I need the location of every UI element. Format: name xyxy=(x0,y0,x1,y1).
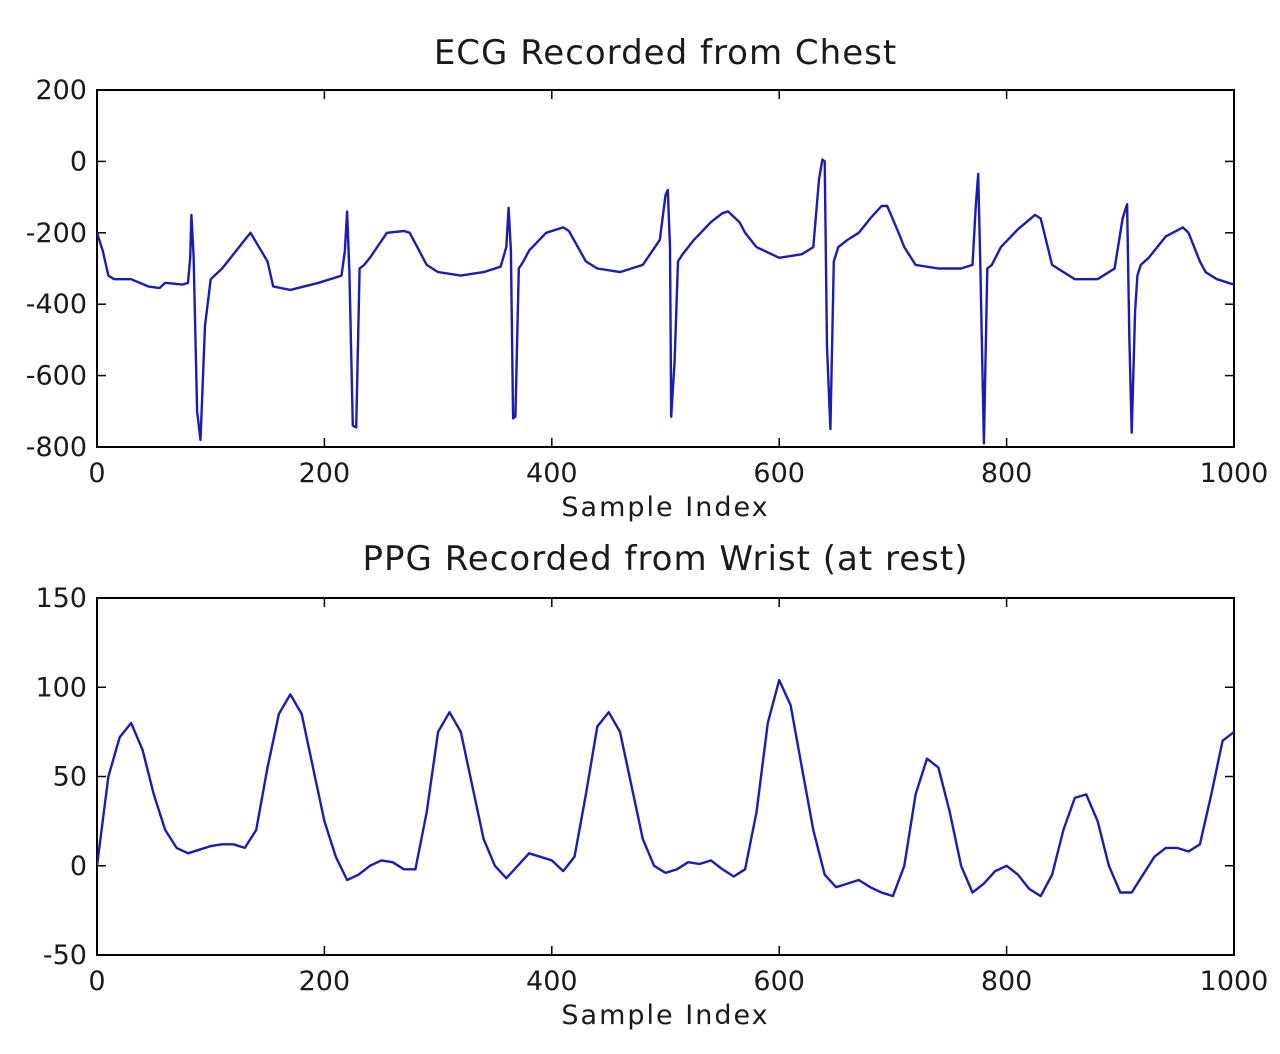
x-tick-label: 800 xyxy=(981,966,1033,997)
plot-area xyxy=(96,597,1235,956)
y-tick-label: -400 xyxy=(26,289,87,320)
x-tick-label: 600 xyxy=(753,458,805,489)
x-tick-label: 200 xyxy=(299,458,351,489)
y-tick-label: -200 xyxy=(26,218,87,249)
x-tick-label: 400 xyxy=(526,458,578,489)
y-tick-label: 200 xyxy=(35,75,87,106)
y-tick-label: -800 xyxy=(26,432,87,463)
x-axis-label: Sample Index xyxy=(561,492,769,523)
series-line xyxy=(97,158,1234,445)
plot-area xyxy=(96,89,1235,448)
y-tick-label: -600 xyxy=(26,361,87,392)
x-tick-label: 200 xyxy=(299,966,351,997)
chart-title: ECG Recorded from Chest xyxy=(434,33,897,73)
y-tick-label: 0 xyxy=(70,146,87,177)
y-tick-label: -50 xyxy=(43,940,87,971)
x-tick-label: 1000 xyxy=(1200,458,1269,489)
chart-1: ECG Recorded from Chest 0 200 400 600 800 1000… xyxy=(26,33,1269,523)
x-tick-label: 600 xyxy=(753,966,805,997)
x-axis-label: Sample Index xyxy=(561,1000,769,1031)
y-tick-label: 50 xyxy=(53,762,87,793)
chart-2: PPG Recorded from Wrist (at rest) 0 200 400… xyxy=(35,539,1268,1031)
y-tick-label: 0 xyxy=(70,851,87,882)
x-tick-label: 0 xyxy=(88,458,105,489)
y-tick-label: 150 xyxy=(35,583,87,614)
x-tick-label: 400 xyxy=(526,966,578,997)
x-tick-label: 0 xyxy=(88,966,105,997)
series-line xyxy=(97,678,1234,898)
chart-title: PPG Recorded from Wrist (at rest) xyxy=(363,539,969,579)
y-tick-label: 100 xyxy=(35,672,87,703)
x-tick-label: 800 xyxy=(981,458,1033,489)
x-tick-label: 1000 xyxy=(1200,966,1269,997)
